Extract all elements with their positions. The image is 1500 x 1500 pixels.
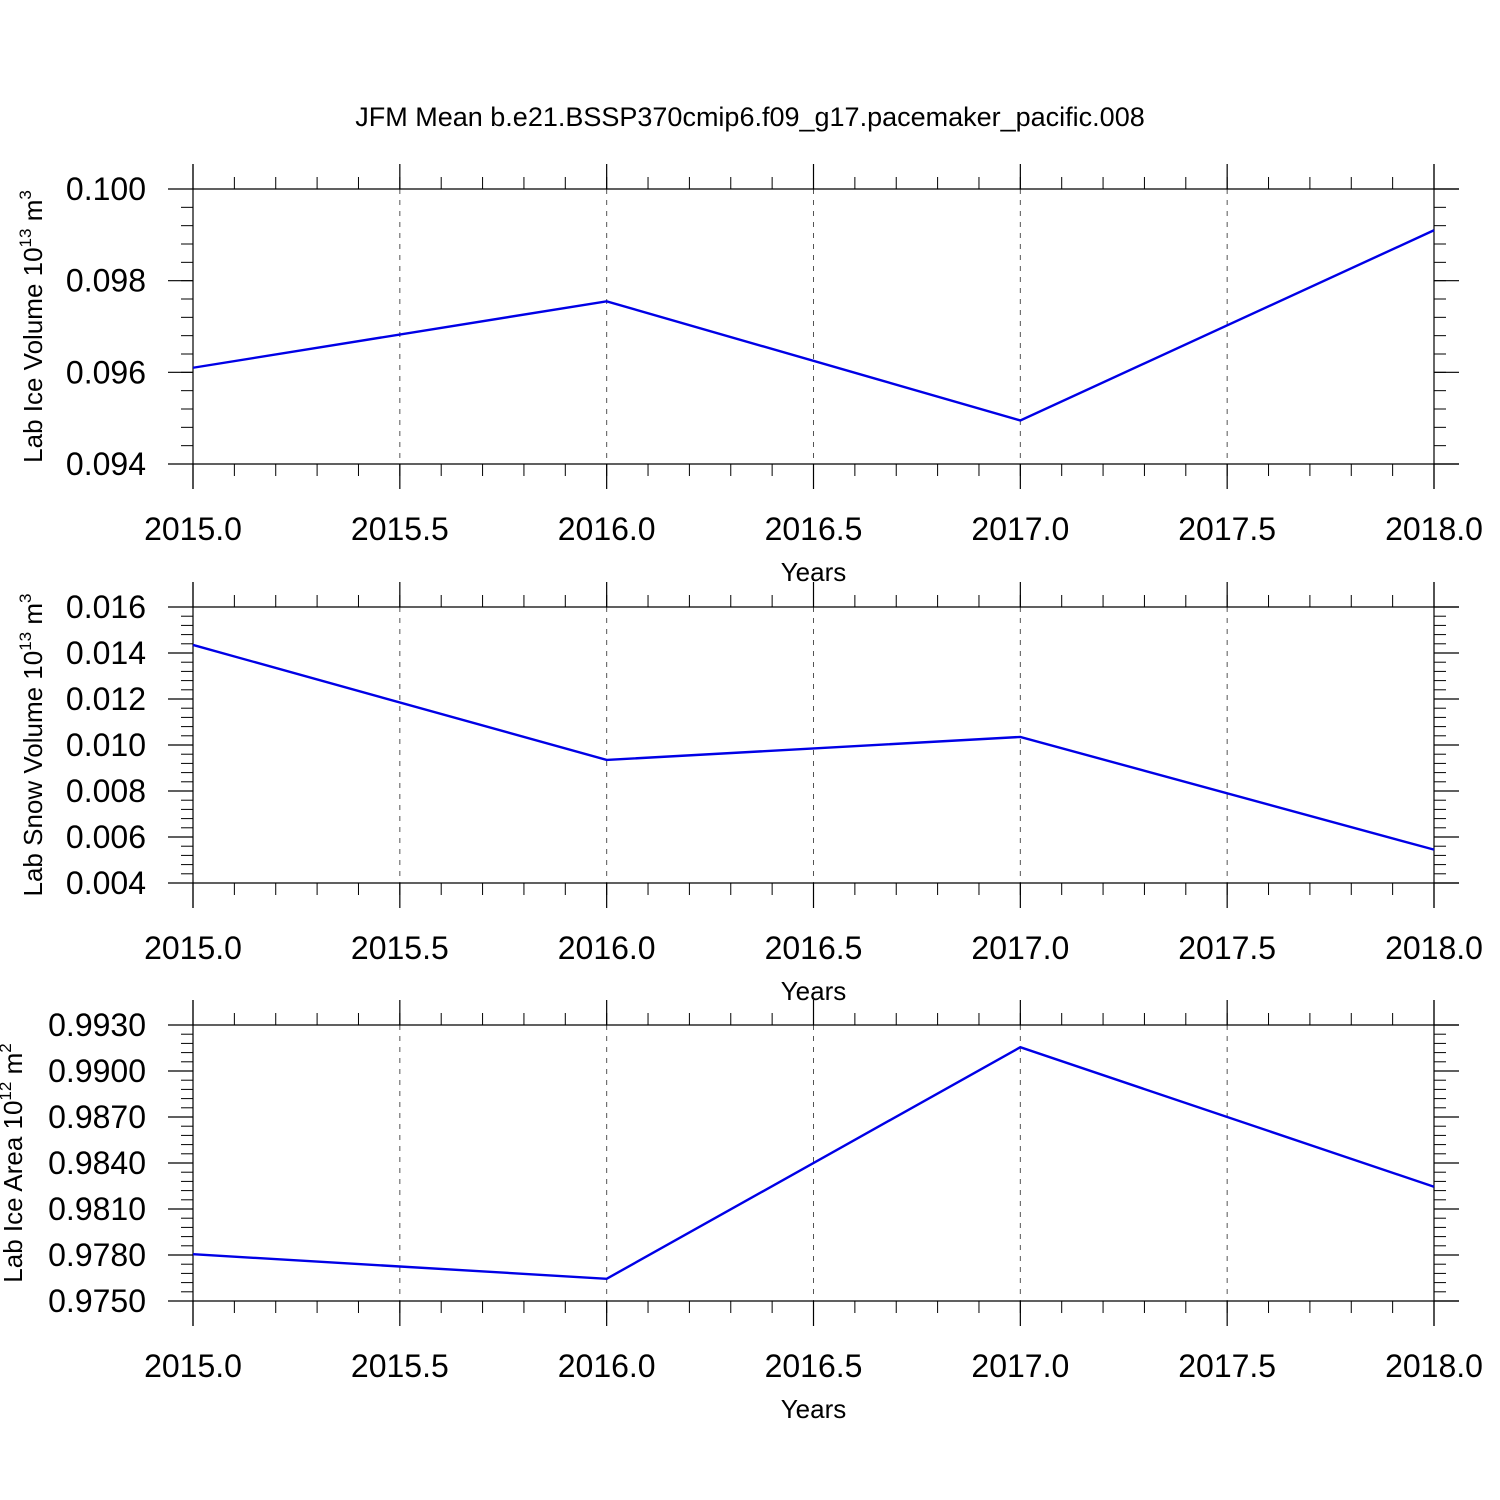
y-tick-label: 0.008 xyxy=(66,773,146,809)
x-tick-label: 2016.0 xyxy=(558,930,656,966)
series-line xyxy=(192,643,1435,851)
x-tick-label: 2017.0 xyxy=(971,1348,1069,1384)
y-tick-label: 0.016 xyxy=(66,589,146,625)
x-tick-label: 2015.5 xyxy=(351,511,449,547)
x-tick-label: 2017.0 xyxy=(971,930,1069,966)
y-tick-label: 0.9810 xyxy=(48,1191,146,1227)
y-axis-label: Lab Ice Area 1012 m2 xyxy=(0,1043,28,1282)
x-tick-label: 2015.0 xyxy=(144,511,242,547)
x-tick-label: 2018.0 xyxy=(1385,511,1483,547)
y-tick-label: 0.9840 xyxy=(48,1145,146,1181)
panel-2: 2015.0 2015.5 2016.0 2016.5 2017.0 2017.5 2018… xyxy=(16,582,1483,1006)
series-line xyxy=(192,229,1435,422)
y-tick-label: 0.094 xyxy=(66,446,146,482)
y-tick-label: 0.9780 xyxy=(48,1237,146,1273)
y-tick-label: 0.096 xyxy=(66,354,146,390)
y-tick-label: 0.010 xyxy=(66,727,146,763)
y-tick-label: 0.100 xyxy=(66,171,146,207)
y-tick-label: 0.098 xyxy=(66,263,146,299)
y-tick-label: 0.9870 xyxy=(48,1099,146,1135)
x-tick-label: 2018.0 xyxy=(1385,1348,1483,1384)
x-tick-label: 2016.0 xyxy=(558,511,656,547)
y-tick-label: 0.014 xyxy=(66,635,146,671)
x-tick-label: 2015.0 xyxy=(144,930,242,966)
y-axis-label: Lab Snow Volume 1013 m3 xyxy=(16,593,48,896)
x-tick-label: 2016.5 xyxy=(765,1348,863,1384)
x-tick-label: 2016.5 xyxy=(765,511,863,547)
y-axis-label: Lab Ice Volume 1013 m3 xyxy=(16,190,48,463)
x-tick-label: 2017.5 xyxy=(1178,511,1276,547)
x-tick-label: 2018.0 xyxy=(1385,930,1483,966)
x-tick-label: 2017.5 xyxy=(1178,930,1276,966)
x-tick-label: 2017.5 xyxy=(1178,1348,1276,1384)
x-tick-label: 2015.5 xyxy=(351,930,449,966)
x-tick-label: 2015.5 xyxy=(351,1348,449,1384)
y-tick-label: 0.9750 xyxy=(48,1283,146,1319)
y-tick-label: 0.9900 xyxy=(48,1053,146,1089)
y-tick-label: 0.9930 xyxy=(48,1007,146,1043)
y-tick-label: 0.006 xyxy=(66,819,146,855)
x-axis-label: Years xyxy=(781,1394,847,1424)
series-line xyxy=(192,1045,1435,1280)
y-tick-label: 0.004 xyxy=(66,865,146,901)
x-tick-label: 2015.0 xyxy=(144,1348,242,1384)
panel-3: 2015.0 2015.5 2016.0 2016.5 2017.0 2017.5 2018… xyxy=(0,1000,1483,1424)
y-tick-label: 0.012 xyxy=(66,681,146,717)
x-tick-label: 2017.0 xyxy=(971,511,1069,547)
x-tick-label: 2016.0 xyxy=(558,1348,656,1384)
chart-title: JFM Mean b.e21.BSSP370cmip6.f09_g17.pace… xyxy=(355,102,1144,132)
x-tick-label: 2016.5 xyxy=(765,930,863,966)
panel-1: 2015.0 2015.5 2016.0 2016.5 2017.0 2017.5 2018… xyxy=(16,164,1483,587)
